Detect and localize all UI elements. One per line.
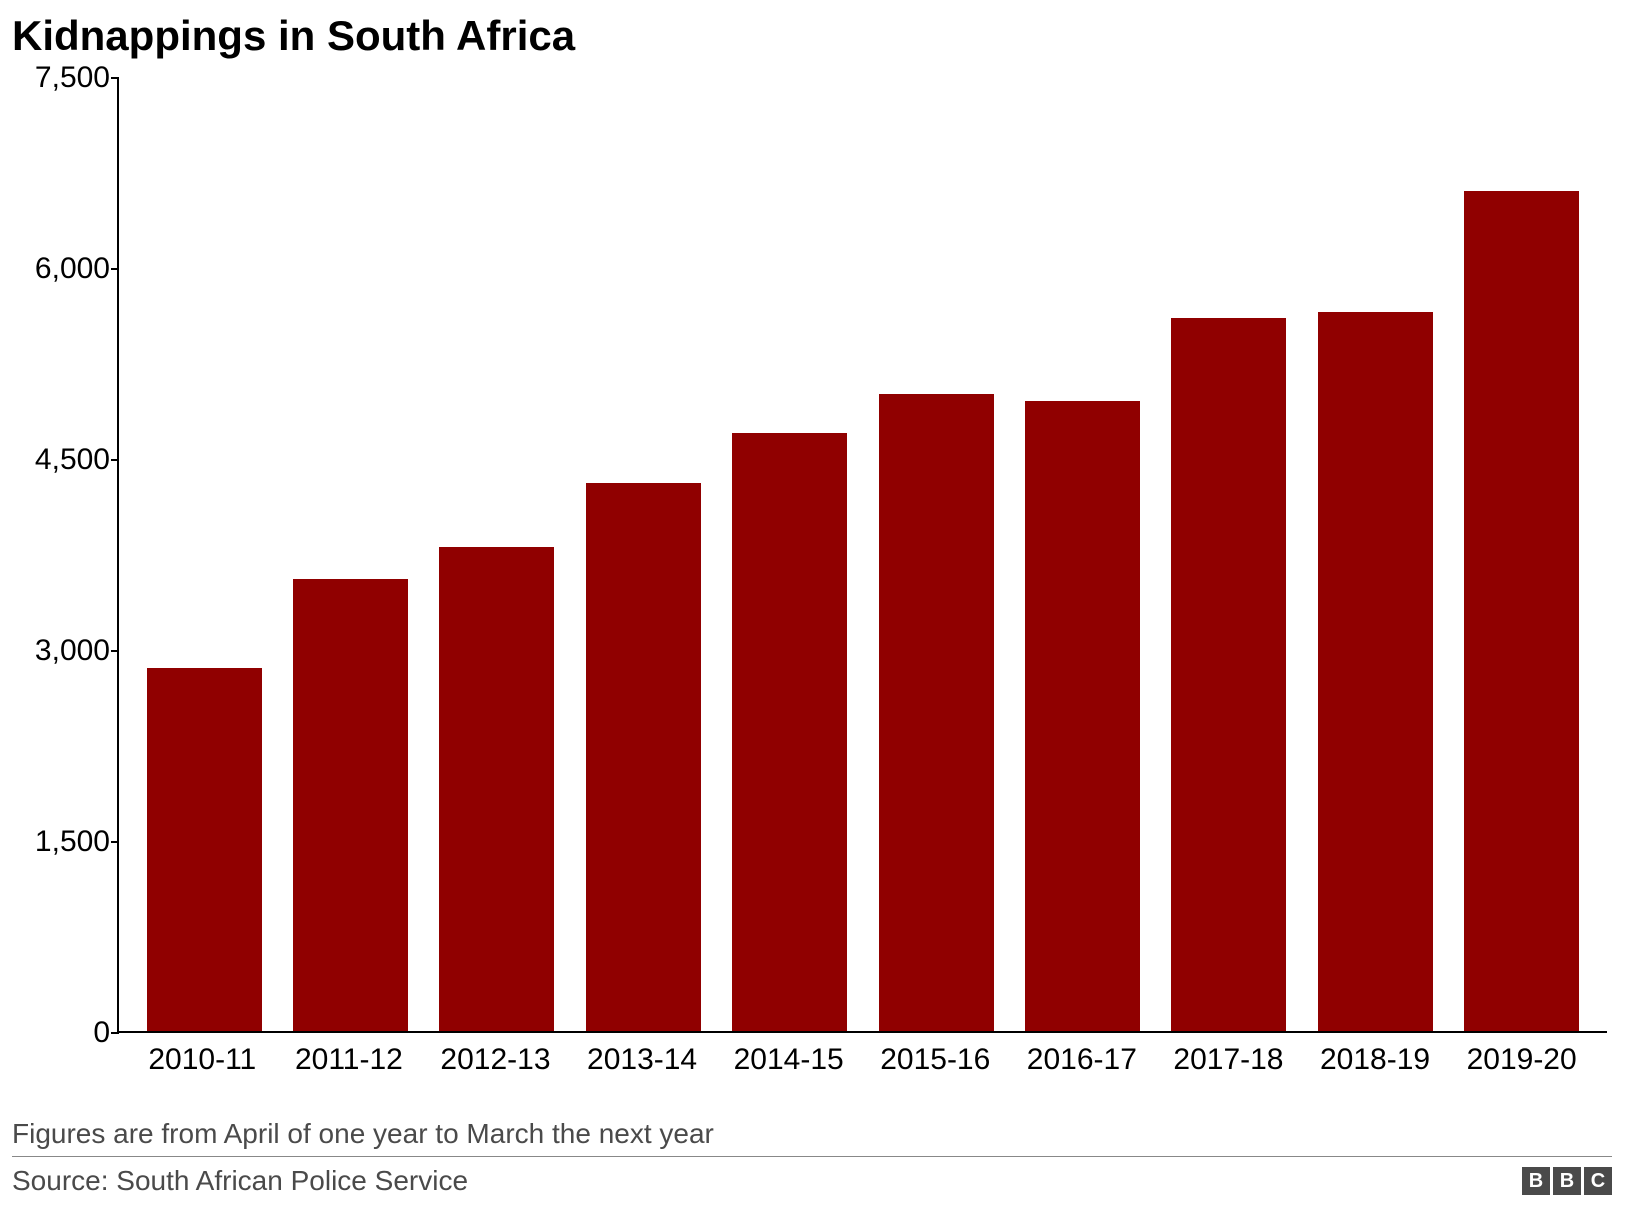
x-tick-label: 2019-20 (1464, 1043, 1579, 1077)
bar (1318, 312, 1433, 1031)
x-tick-label: 2016-17 (1024, 1043, 1139, 1077)
bar (1464, 191, 1579, 1031)
x-tick-label: 2012-13 (438, 1043, 553, 1077)
x-tick-label: 2013-14 (585, 1043, 700, 1077)
bar (439, 547, 554, 1031)
bar (879, 394, 994, 1031)
y-tick-label: 3,000 (35, 634, 110, 668)
x-tick-label: 2015-16 (878, 1043, 993, 1077)
x-tick-label: 2014-15 (731, 1043, 846, 1077)
x-tick-label: 2010-11 (145, 1043, 260, 1077)
x-axis-labels: 2010-11 2011-12 2012-13 2013-14 2014-15 2015-… (117, 1043, 1607, 1077)
x-tick-label: 2018-19 (1318, 1043, 1433, 1077)
y-tick-label: 6,000 (35, 252, 110, 286)
x-tick-label: 2011-12 (291, 1043, 406, 1077)
bar (732, 433, 847, 1031)
bbc-logo: B B C (1522, 1167, 1612, 1195)
bar (147, 668, 262, 1031)
chart-footer: Figures are from April of one year to Ma… (12, 1118, 1612, 1197)
chart-title: Kidnappings in South Africa (12, 12, 1612, 60)
y-tick-label: 1,500 (35, 825, 110, 859)
bbc-logo-box: B (1522, 1167, 1550, 1195)
x-tick-label: 2017-18 (1171, 1043, 1286, 1077)
bars-group (119, 78, 1607, 1031)
bar (586, 483, 701, 1031)
bar (1025, 401, 1140, 1031)
y-tick-label: 0 (93, 1016, 110, 1050)
bar (1171, 318, 1286, 1031)
bbc-logo-box: B (1553, 1167, 1581, 1195)
source-text: Source: South African Police Service (12, 1165, 468, 1197)
bbc-logo-box: C (1584, 1167, 1612, 1195)
y-tick-label: 4,500 (35, 443, 110, 477)
footer-note: Figures are from April of one year to Ma… (12, 1118, 1612, 1157)
y-tick-label: 7,500 (35, 61, 110, 95)
source-row: Source: South African Police Service B B… (12, 1157, 1612, 1197)
bar (293, 579, 408, 1031)
plot-area (117, 78, 1607, 1033)
chart-container: 01,5003,0004,5006,0007,500 2010-112011-1… (12, 68, 1612, 1078)
